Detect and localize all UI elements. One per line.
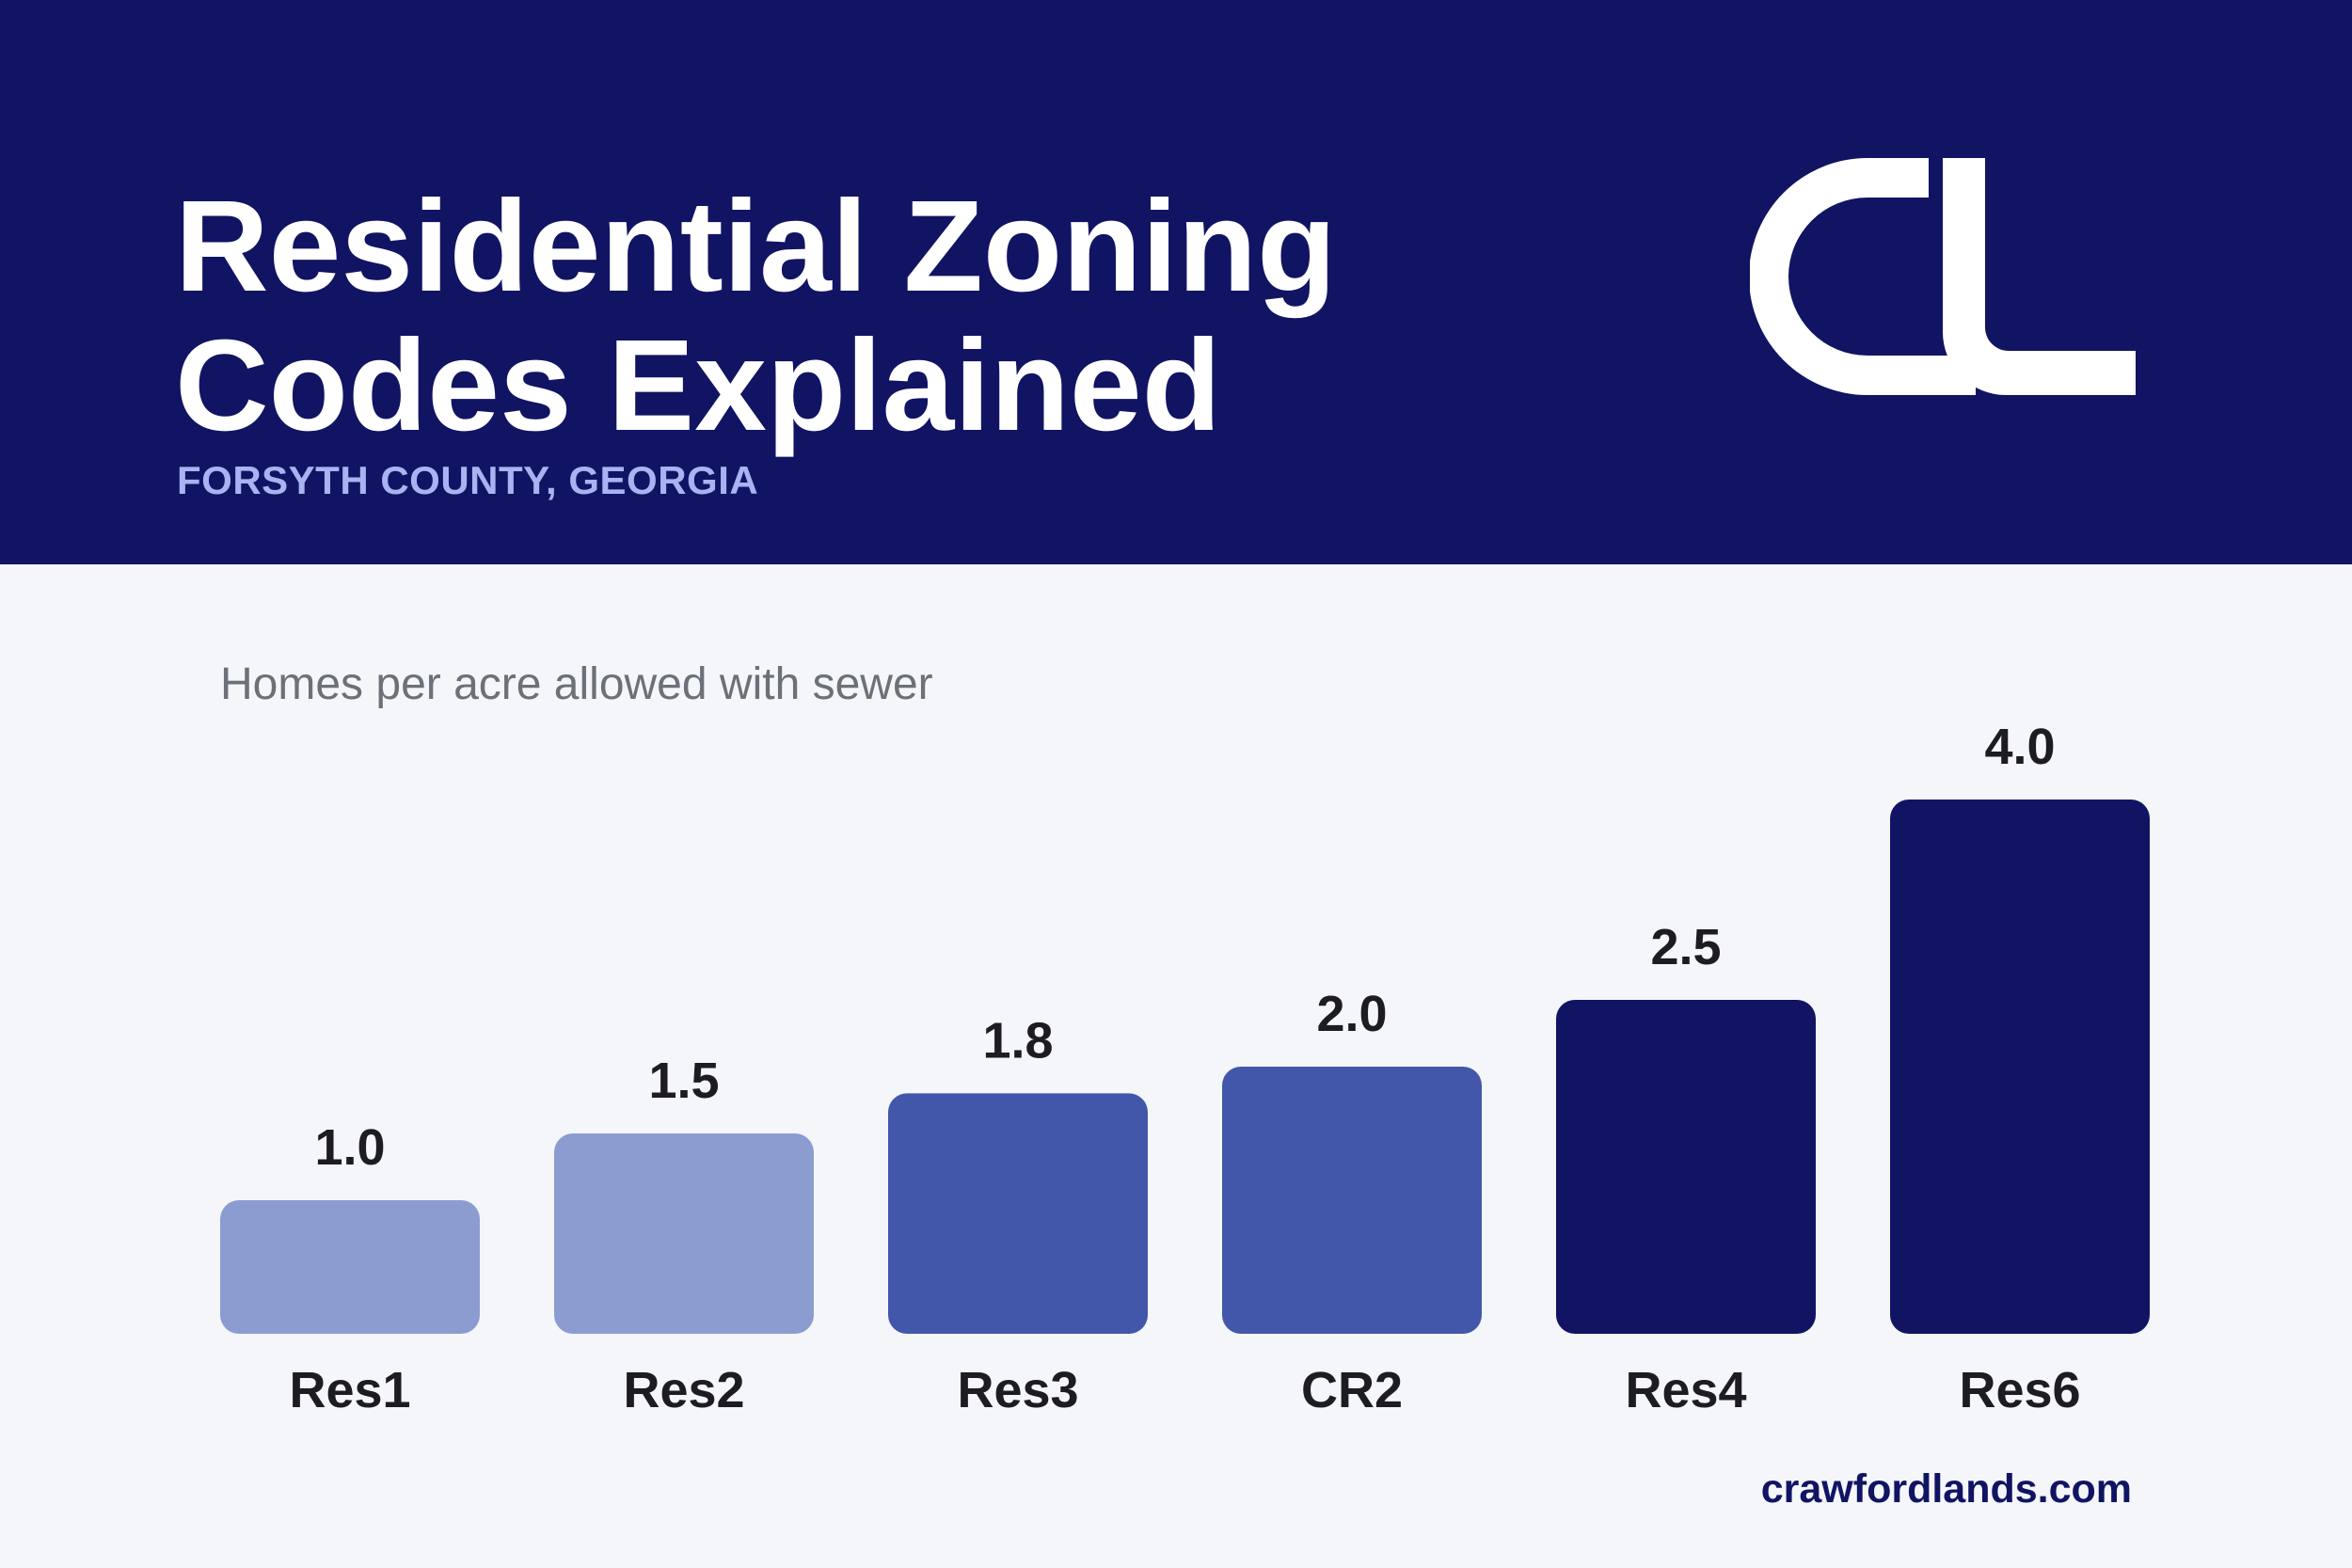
page-title-line-1: Residential Zoning — [175, 174, 1337, 319]
chart-title: Homes per acre allowed with sewer — [220, 659, 933, 709]
bar-res2 — [554, 1133, 814, 1334]
bar-res1 — [220, 1200, 480, 1334]
category-label-res2: Res2 — [623, 1362, 744, 1418]
bar-cr2 — [1222, 1067, 1482, 1334]
cl-monogram-logo — [1750, 158, 2136, 395]
category-label-cr2: CR2 — [1301, 1362, 1403, 1418]
bar-chart: 1.0 Res1 1.5 Res2 1.8 Res3 2.0 CR2 2.5 Res4 4.0 Res… — [220, 719, 2150, 1418]
bar-res6 — [1890, 800, 2150, 1334]
value-label-res3: 1.8 — [982, 1012, 1053, 1069]
header-banner: Residential Zoning Codes Explained FORSY… — [0, 0, 2352, 564]
value-label-res4: 2.5 — [1650, 919, 1721, 975]
category-label-res1: Res1 — [289, 1362, 410, 1418]
value-label-res6: 4.0 — [1984, 719, 2055, 775]
logo-c-shape — [1750, 158, 1976, 395]
value-label-res1: 1.0 — [314, 1119, 385, 1176]
page-title: Residential Zoning Codes Explained — [175, 177, 1336, 455]
value-label-cr2: 2.0 — [1316, 986, 1387, 1042]
bar-res3 — [888, 1093, 1148, 1334]
location-subtitle: FORSYTH COUNTY, GEORGIA — [177, 458, 759, 502]
category-label-res3: Res3 — [957, 1362, 1078, 1418]
website-link[interactable]: crawfordlands.com — [1760, 1466, 2132, 1512]
bar-res4 — [1556, 1000, 1816, 1334]
page-title-line-2: Codes Explained — [175, 313, 1221, 458]
category-label-res4: Res4 — [1625, 1362, 1746, 1418]
value-label-res2: 1.5 — [648, 1053, 719, 1109]
logo-l-shape — [1943, 158, 2136, 395]
category-label-res6: Res6 — [1959, 1362, 2080, 1418]
